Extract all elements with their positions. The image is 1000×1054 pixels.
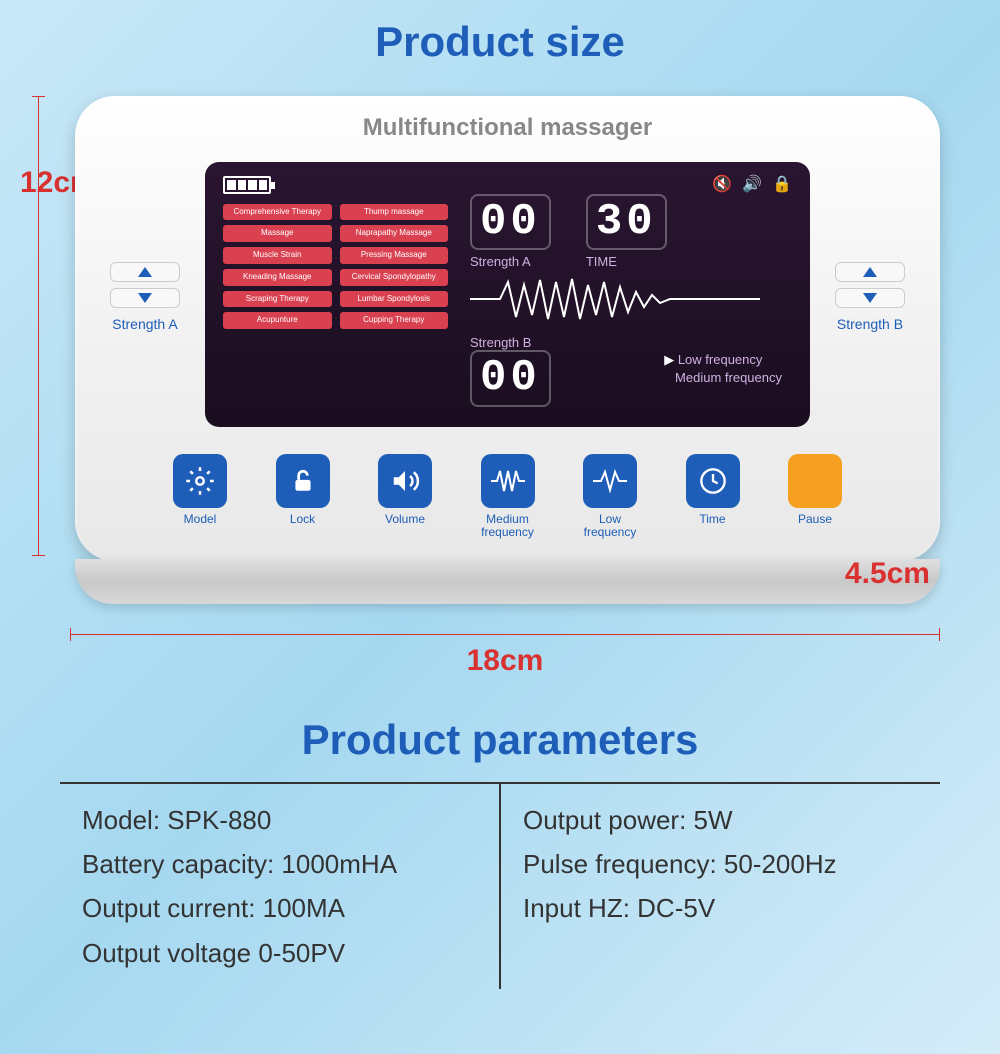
lock-icon — [290, 468, 316, 494]
param-row: Output voltage 0-50PV — [82, 931, 477, 975]
speaker-icon: 🔊 — [742, 174, 762, 194]
strength-b-value: 00 — [470, 350, 551, 407]
mode-cell: Cupping Therapy — [340, 312, 449, 329]
triangle-down-icon — [138, 293, 152, 303]
mode-cell: Scraping Therapy — [223, 291, 332, 308]
mode-cell: Lumbar Spondylosis — [340, 291, 449, 308]
strength-a-label: Strength A — [105, 316, 185, 332]
volume-icon — [390, 466, 420, 496]
param-row: Output current: 100MA — [82, 886, 477, 930]
wave-icon — [593, 469, 627, 493]
param-row: Output power: 5W — [523, 798, 918, 842]
section-title-parameters: Product parameters — [30, 716, 970, 764]
parameters-right-column: Output power: 5W Pulse frequency: 50-200… — [501, 784, 940, 989]
time-value: 30 — [586, 194, 667, 251]
pause-icon — [788, 454, 842, 508]
mode-cell: Kneading Massage — [223, 269, 332, 286]
frequency-labels: ▶ Low frequency Medium frequency — [664, 351, 782, 387]
mode-grid: Comprehensive Therapy Thump massage Mass… — [223, 204, 448, 330]
mute-icon: 🔇 — [712, 174, 732, 194]
triangle-up-icon — [138, 267, 152, 277]
clock-icon — [699, 467, 727, 495]
device-side-edge — [75, 559, 940, 604]
mode-cell: Thump massage — [340, 204, 449, 221]
section-title-size: Product size — [30, 18, 970, 66]
lock-button[interactable]: Lock — [268, 454, 338, 539]
lock-icon: 🔒 — [772, 174, 792, 194]
device-screen: Comprehensive Therapy Thump massage Mass… — [205, 162, 810, 427]
product-diagram: 12cm Multifunctional massager Strength A — [30, 81, 970, 661]
low-frequency-button[interactable]: Low frequency — [575, 454, 645, 539]
strength-b-up-button[interactable] — [835, 262, 905, 282]
param-row: Pulse frequency: 50-200Hz — [523, 842, 918, 886]
triangle-down-icon — [863, 293, 877, 303]
mode-cell: Massage — [223, 225, 332, 242]
dimension-width: 18cm — [70, 619, 940, 649]
pause-button[interactable]: Pause — [780, 454, 850, 539]
param-row: Model: SPK-880 — [82, 798, 477, 842]
device-label: Multifunctional massager — [105, 114, 910, 142]
medium-frequency-button[interactable]: Medium frequency — [473, 454, 543, 539]
strength-b-down-button[interactable] — [835, 288, 905, 308]
mode-cell: Cervical Spondylopathy — [340, 269, 449, 286]
strength-a-up-button[interactable] — [110, 262, 180, 282]
param-row: Input HZ: DC-5V — [523, 886, 918, 930]
dimension-width-label: 18cm — [70, 644, 940, 678]
parameters-left-column: Model: SPK-880 Battery capacity: 1000mHA… — [60, 784, 501, 989]
triangle-up-icon — [863, 267, 877, 277]
mode-cell: Comprehensive Therapy — [223, 204, 332, 221]
mode-cell: Naprapathy Massage — [340, 225, 449, 242]
time-button[interactable]: Time — [678, 454, 748, 539]
dimension-depth-label: 4.5cm — [845, 557, 930, 591]
status-icons: 🔇 🔊 🔒 — [712, 174, 792, 194]
parameters-table: Model: SPK-880 Battery capacity: 1000mHA… — [60, 782, 940, 989]
model-button[interactable]: Model — [165, 454, 235, 539]
mode-cell: Acupunture — [223, 312, 332, 329]
mode-cell: Pressing Massage — [340, 247, 449, 264]
volume-button[interactable]: Volume — [370, 454, 440, 539]
strength-a-value: 00 — [470, 194, 551, 251]
strength-b-controls: Strength B — [830, 256, 910, 332]
wave-icon — [491, 469, 525, 493]
readout-strength-a: 00 Strength A — [470, 194, 551, 270]
strength-a-down-button[interactable] — [110, 288, 180, 308]
control-button-row: Model Lock Volume Medium frequency Low f… — [105, 454, 910, 539]
strength-a-controls: Strength A — [105, 256, 185, 332]
strength-b-label: Strength B — [830, 316, 910, 332]
gear-icon — [185, 466, 215, 496]
mode-cell: Muscle Strain — [223, 247, 332, 264]
device-body: Multifunctional massager Strength A Com — [75, 96, 940, 561]
dimension-height: 12cm — [30, 96, 70, 571]
readout-time: 30 TIME — [586, 194, 667, 270]
waveform-icon — [470, 277, 760, 322]
battery-icon — [223, 176, 271, 194]
param-row: Battery capacity: 1000mHA — [82, 842, 477, 886]
